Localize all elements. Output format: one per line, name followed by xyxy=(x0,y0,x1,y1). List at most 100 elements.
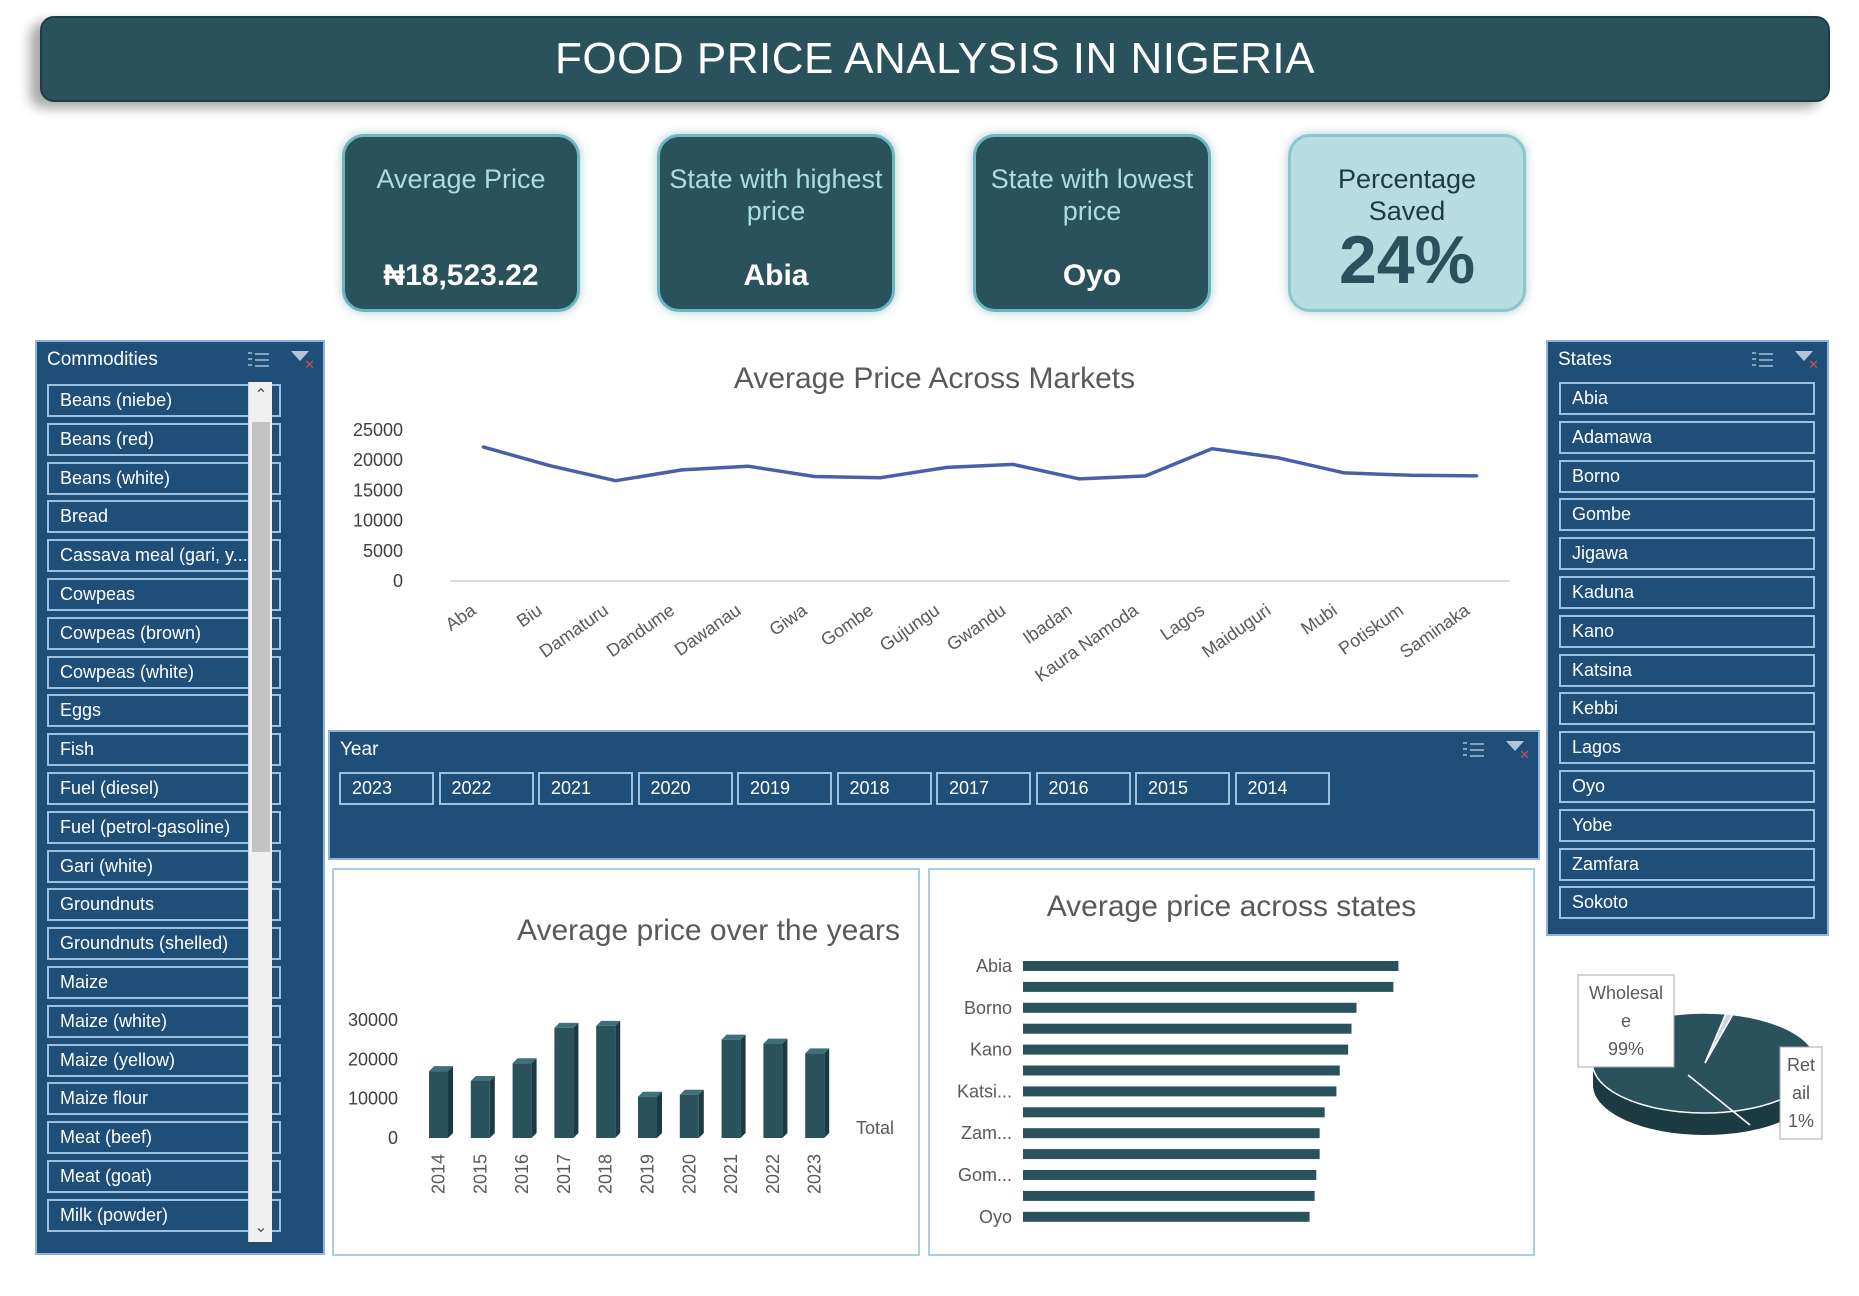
commodity-item-cowpeas-brown[interactable]: Cowpeas (brown) xyxy=(47,616,281,650)
line-chart-x-tick-gujungu: Gujungu xyxy=(876,600,943,655)
commodity-item-cowpeas-white[interactable]: Cowpeas (white) xyxy=(47,655,281,689)
kpi-percentage-saved: Percentage Saved 24% xyxy=(1288,134,1526,312)
line-chart-point-damaturu xyxy=(614,479,618,483)
states-chart-bar xyxy=(1023,1170,1317,1180)
commodity-item-beans-niebe[interactable]: Beans (niebe) xyxy=(47,384,281,417)
line-chart-point-ibadan xyxy=(1077,477,1081,481)
commodity-item-beans-red[interactable]: Beans (red) xyxy=(47,422,281,456)
years-column-chart: 0 10000 20000 30000 2014 2015 2016 2017 2018 2019… xyxy=(348,1010,894,1194)
commodity-item-maize-flour[interactable]: Maize flour xyxy=(47,1082,281,1116)
line-chart-panel: Average Price Across Markets 0 5000 10000 1… xyxy=(330,342,1539,730)
commodities-scrollbar[interactable]: ⌃ ⌄ xyxy=(248,382,272,1242)
line-chart-x-tick-gombe: Gombe xyxy=(817,600,877,650)
commodity-item-maize-yellow[interactable]: Maize (yellow) xyxy=(47,1043,281,1077)
commodity-item-fish[interactable]: Fish xyxy=(47,733,281,767)
clear-filter-icon[interactable] xyxy=(289,349,315,373)
commodity-item-groundnuts[interactable]: Groundnuts xyxy=(47,888,281,922)
commodity-item-groundnuts-shelled[interactable]: Groundnuts (shelled) xyxy=(47,927,281,961)
commodity-item-meat-beef[interactable]: Meat (beef) xyxy=(47,1121,281,1155)
commodity-item-fuel-petrol-gasoline[interactable]: Fuel (petrol-gasoline) xyxy=(47,810,281,844)
commodity-item-maize-white[interactable]: Maize (white) xyxy=(47,1004,281,1038)
line-chart-x-tick-biu: Biu xyxy=(513,600,546,631)
state-item-zamfara[interactable]: Zamfara xyxy=(1559,847,1815,881)
line-chart-x-tick-mubi: Mubi xyxy=(1297,600,1340,639)
svg-text:ail: ail xyxy=(1792,1083,1810,1103)
year-item-2014[interactable]: 2014 xyxy=(1234,772,1330,805)
years-chart-x-tick-2021: 2021 xyxy=(721,1154,741,1194)
multi-select-icon[interactable] xyxy=(1462,739,1486,761)
years-chart-y-tick: 30000 xyxy=(348,1010,398,1030)
kpi-percentage-saved-value: 24% xyxy=(1338,222,1476,298)
commodity-item-cowpeas[interactable]: Cowpeas xyxy=(47,578,281,611)
commodity-item-milk-powder[interactable]: Milk (powder) xyxy=(47,1198,281,1232)
commodity-item-maize[interactable]: Maize xyxy=(47,966,281,999)
line-chart-y-tick: 15000 xyxy=(353,480,403,500)
line-chart-point-biu xyxy=(547,464,551,468)
year-slicer-title: Year xyxy=(340,739,379,760)
state-item-lagos[interactable]: Lagos xyxy=(1559,731,1815,765)
state-item-kaduna[interactable]: Kaduna xyxy=(1559,576,1815,609)
year-item-2021[interactable]: 2021 xyxy=(538,772,633,805)
states-chart-bar xyxy=(1023,1211,1310,1222)
clear-filter-icon[interactable] xyxy=(1793,349,1819,373)
year-item-2015[interactable]: 2015 xyxy=(1135,772,1230,805)
states-chart-title: Average price across states xyxy=(1046,890,1417,923)
kpi-percentage-saved-label: Percentage Saved xyxy=(1337,164,1477,226)
line-chart-x-tick-giwa: Giwa xyxy=(766,599,812,639)
multi-select-icon[interactable] xyxy=(1751,349,1775,371)
year-item-2022[interactable]: 2022 xyxy=(438,772,534,805)
line-chart-point-gombe xyxy=(879,476,883,480)
commodity-item-meat-goat[interactable]: Meat (goat) xyxy=(47,1160,281,1193)
year-item-2017[interactable]: 2017 xyxy=(936,772,1031,805)
year-item-2016[interactable]: 2016 xyxy=(1035,772,1131,805)
states-chart-panel: Average price across states Abia Borno Kan… xyxy=(928,868,1535,1256)
years-chart-x-tick-2022: 2022 xyxy=(763,1154,783,1194)
year-item-2019[interactable]: 2019 xyxy=(737,772,832,805)
state-item-borno[interactable]: Borno xyxy=(1559,459,1815,493)
years-chart-bar-2014 xyxy=(429,1066,453,1138)
state-item-adamawa[interactable]: Adamawa xyxy=(1559,420,1815,454)
commodity-item-beans-white[interactable]: Beans (white) xyxy=(47,461,281,495)
state-item-oyo[interactable]: Oyo xyxy=(1559,770,1815,803)
state-item-sokoto[interactable]: Sokoto xyxy=(1559,886,1815,920)
state-item-kebbi[interactable]: Kebbi xyxy=(1559,692,1815,726)
commodity-item-eggs[interactable]: Eggs xyxy=(47,694,281,728)
line-chart-y-tick: 0 xyxy=(393,571,403,591)
states-chart-bar xyxy=(1023,1190,1315,1201)
clear-filter-icon[interactable] xyxy=(1504,739,1530,763)
commodity-item-fuel-diesel[interactable]: Fuel (diesel) xyxy=(47,772,281,805)
years-chart-bar-2023 xyxy=(805,1048,830,1138)
state-item-katsina[interactable]: Katsina xyxy=(1559,653,1815,687)
states-chart-y-tick-borno: Borno xyxy=(964,998,1012,1018)
states-chart-bar xyxy=(1023,1149,1320,1160)
kpi-highest-state-value: Abia xyxy=(743,259,809,292)
year-item-2018[interactable]: 2018 xyxy=(836,772,932,805)
states-chart-y-tick-katsi: Katsi... xyxy=(957,1081,1012,1101)
line-chart-x-tick-dandume: Dandume xyxy=(603,600,678,661)
line-chart-x-tick-dawanau: Dawanau xyxy=(671,600,745,660)
multi-select-icon[interactable] xyxy=(247,349,271,371)
commodity-item-cassava-meal-gari-y[interactable]: Cassava meal (gari, y... xyxy=(47,539,281,573)
line-chart-y-tick: 20000 xyxy=(353,450,403,470)
commodity-item-bread[interactable]: Bread xyxy=(47,500,281,534)
line-chart-point-kaura-namoda xyxy=(1144,474,1148,478)
line-chart-point-saminaka xyxy=(1475,474,1479,478)
state-item-gombe[interactable]: Gombe xyxy=(1559,498,1815,532)
year-item-2023[interactable]: 2023 xyxy=(339,772,434,805)
states-chart-y-tick-kano: Kano xyxy=(970,1040,1012,1060)
years-chart-bar-2016 xyxy=(512,1058,537,1138)
commodity-item-gari-white[interactable]: Gari (white) xyxy=(47,849,281,883)
years-chart-x-tick-2020: 2020 xyxy=(679,1154,699,1194)
scrollbar-thumb[interactable] xyxy=(252,422,270,852)
state-item-jigawa[interactable]: Jigawa xyxy=(1559,537,1815,571)
line-chart-x-tick-lagos: Lagos xyxy=(1157,600,1209,645)
state-item-yobe[interactable]: Yobe xyxy=(1559,808,1815,842)
scroll-up-icon[interactable]: ⌃ xyxy=(254,387,268,404)
pie-leader-line xyxy=(1687,1074,1751,1126)
state-item-kano[interactable]: Kano xyxy=(1559,614,1815,648)
state-item-abia[interactable]: Abia xyxy=(1559,382,1815,415)
year-item-2020[interactable]: 2020 xyxy=(637,772,733,805)
scroll-down-icon[interactable]: ⌄ xyxy=(254,1219,268,1236)
commodities-slicer-header: Commodities xyxy=(37,342,323,378)
